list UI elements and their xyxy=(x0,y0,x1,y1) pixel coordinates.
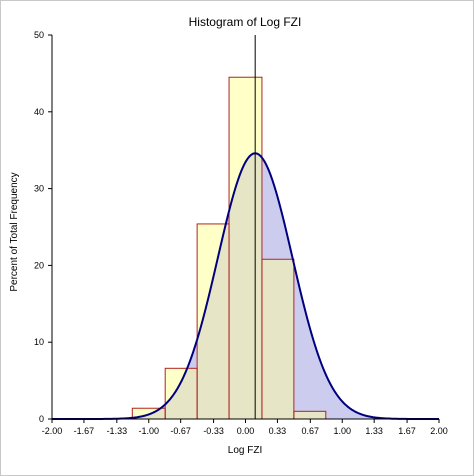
y-tick-label: 40 xyxy=(34,107,44,117)
x-tick-label: 1.00 xyxy=(333,426,351,436)
x-tick-label: 0.67 xyxy=(302,426,320,436)
y-tick-label: 0 xyxy=(39,414,44,424)
x-axis-label: Log FZI xyxy=(228,445,262,456)
x-tick-label: -1.00 xyxy=(138,426,159,436)
y-axis-ticks: 0 10 20 30 40 50 xyxy=(34,30,52,424)
x-tick-label: -0.33 xyxy=(203,426,224,436)
x-tick-label: -1.33 xyxy=(107,426,128,436)
x-tick-label: 0.33 xyxy=(269,426,287,436)
x-tick-label: 1.67 xyxy=(398,426,416,436)
chart-title: Histogram of Log FZI xyxy=(189,15,302,29)
x-axis-ticks: -2.00 -1.67 -1.33 -1.00 -0.67 -0.33 0.00 0.33 0.… xyxy=(42,419,448,436)
histogram-bar-overlap-4 xyxy=(229,153,262,419)
x-tick-label: -2.00 xyxy=(42,426,63,436)
y-axis-label: Percent of Total Frequency xyxy=(9,172,20,291)
y-tick-label: 10 xyxy=(34,337,44,347)
y-tick-label: 30 xyxy=(34,184,44,194)
x-tick-label: -1.67 xyxy=(74,426,95,436)
y-tick-label: 50 xyxy=(34,30,44,40)
histogram-bar-overlap-6 xyxy=(293,411,326,419)
x-tick-label: 2.00 xyxy=(430,426,448,436)
x-tick-label: 1.33 xyxy=(365,426,383,436)
y-tick-label: 20 xyxy=(34,260,44,270)
plot-area xyxy=(52,35,439,420)
histogram-bar-overlap-5 xyxy=(261,259,294,419)
x-tick-label: 0.00 xyxy=(237,426,255,436)
x-tick-label: -0.67 xyxy=(170,426,191,436)
